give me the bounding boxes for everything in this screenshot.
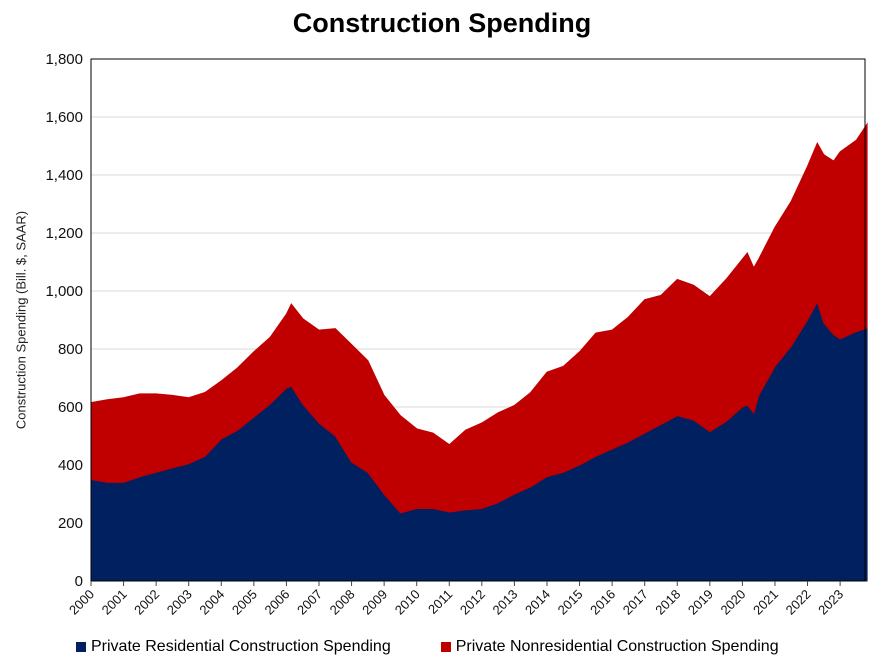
y-axis: 0 200 400 600 800 1,000 1,200 1,400 1,600 1,800 bbox=[45, 51, 83, 590]
x-tick-label: 2007 bbox=[294, 587, 325, 618]
x-tick-label: 2021 bbox=[750, 587, 781, 618]
x-tick-label: 2016 bbox=[587, 587, 618, 618]
y-tick-label: 400 bbox=[58, 457, 83, 474]
x-tick-label: 2015 bbox=[555, 587, 586, 618]
area-series bbox=[90, 122, 868, 582]
x-axis: 2000 2001 2002 2003 2004 2005 2006 2007 2008 2009… bbox=[66, 580, 865, 618]
y-tick-label: 800 bbox=[58, 341, 83, 358]
y-tick-label: 1,600 bbox=[45, 109, 83, 126]
x-tick-label: 2014 bbox=[522, 587, 553, 618]
y-tick-label: 1,400 bbox=[45, 167, 83, 184]
x-tick-label: 2002 bbox=[131, 587, 162, 618]
y-tick-label: 1,000 bbox=[45, 283, 83, 300]
y-tick-label: 0 bbox=[75, 573, 83, 590]
legend: Private Residential Construction Spendin… bbox=[76, 638, 779, 656]
x-tick-label: 2003 bbox=[164, 587, 195, 618]
x-tick-label: 2022 bbox=[783, 587, 814, 618]
x-tick-label: 2004 bbox=[196, 587, 227, 618]
x-tick-label: 2017 bbox=[620, 587, 651, 618]
legend-item-residential[interactable]: Private Residential Construction Spendin… bbox=[76, 638, 391, 656]
x-tick-label: 2013 bbox=[489, 587, 520, 618]
x-tick-label: 2012 bbox=[457, 587, 488, 618]
x-tick-label: 2005 bbox=[229, 587, 260, 618]
x-tick-label: 2006 bbox=[261, 587, 292, 618]
x-tick-label: 2023 bbox=[815, 587, 846, 618]
x-tick-label: 2010 bbox=[392, 587, 423, 618]
x-tick-label: 2008 bbox=[327, 587, 358, 618]
legend-item-nonresidential[interactable]: Private Nonresidential Construction Spen… bbox=[440, 638, 779, 656]
area-nonresidential bbox=[90, 122, 868, 514]
legend-swatch-residential bbox=[76, 642, 86, 652]
x-tick-label: 2009 bbox=[359, 587, 390, 618]
legend-swatch-nonresidential bbox=[440, 642, 451, 652]
x-tick-label: 2001 bbox=[99, 587, 130, 618]
x-tick-label: 2020 bbox=[717, 587, 748, 618]
x-tick-label: 2018 bbox=[652, 587, 683, 618]
x-tick-label: 2011 bbox=[425, 587, 455, 617]
legend-label-residential: Private Residential Construction Spendin… bbox=[91, 638, 391, 655]
chart-title: Construction Spending bbox=[292, 8, 592, 38]
y-tick-label: 1,800 bbox=[45, 51, 83, 68]
legend-label-nonresidential: Private Nonresidential Construction Spen… bbox=[455, 638, 779, 655]
x-tick-label: 2000 bbox=[66, 587, 97, 618]
x-tick-label: 2019 bbox=[685, 587, 716, 618]
y-tick-label: 1,200 bbox=[45, 225, 83, 242]
y-tick-label: 600 bbox=[58, 399, 83, 416]
y-tick-label: 200 bbox=[58, 515, 83, 532]
